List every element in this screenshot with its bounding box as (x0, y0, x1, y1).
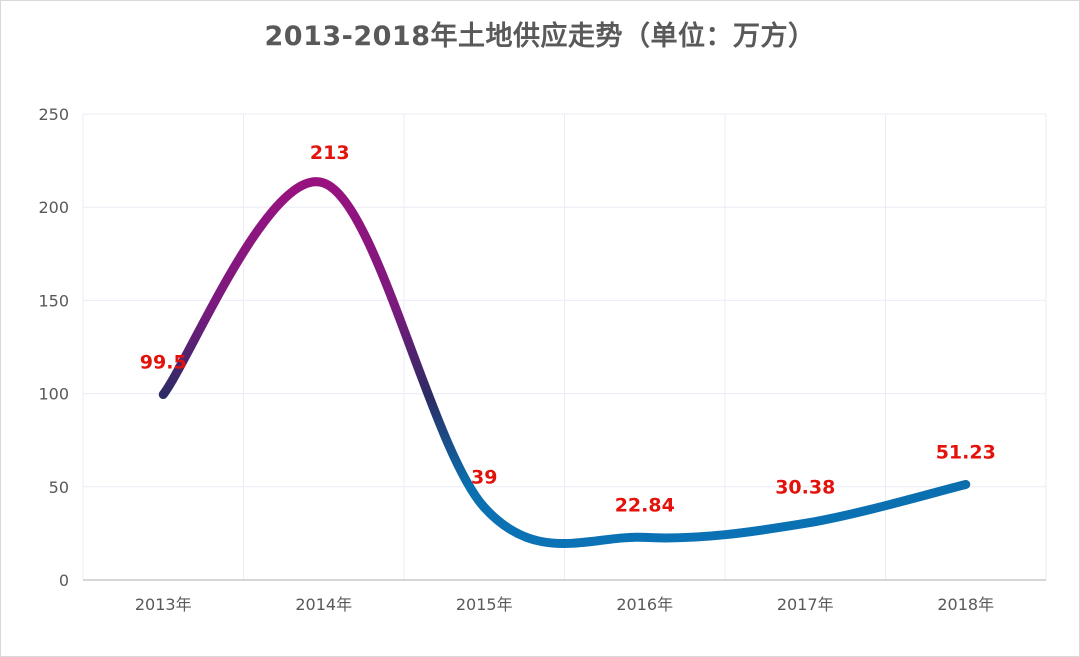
y-tick-label: 50 (49, 478, 69, 497)
x-tick-label: 2013年 (135, 595, 192, 614)
data-point (480, 503, 488, 511)
data-point (320, 179, 328, 187)
y-tick-label: 0 (59, 571, 69, 590)
y-tick-label: 250 (38, 105, 69, 124)
data-label: 213 (310, 142, 350, 164)
x-tick-label: 2014年 (295, 595, 352, 614)
chart-title: 2013-2018年土地供应走势（单位：万方） (264, 21, 816, 52)
y-tick-label: 200 (38, 198, 69, 217)
data-point (801, 519, 809, 527)
y-tick-label: 150 (38, 291, 69, 310)
data-label: 99.5 (140, 352, 187, 374)
data-label: 39 (471, 466, 497, 488)
grid-lines (82, 113, 1047, 580)
series-line (158, 177, 971, 549)
axes: 0 50 100 150 200 250 2013年 2014年 2015年 2016年 2017年… (38, 105, 1046, 614)
data-label: 51.23 (936, 442, 996, 464)
data-point (962, 481, 970, 489)
data-labels: 99.5 213 39 22.84 30.38 51.23 (140, 142, 996, 516)
y-tick-label: 100 (38, 385, 69, 404)
x-tick-label: 2017年 (777, 595, 834, 614)
x-tick-label: 2018年 (937, 595, 994, 614)
x-tick-label: 2016年 (616, 595, 673, 614)
data-label: 22.84 (615, 494, 675, 516)
x-tick-label: 2015年 (456, 595, 513, 614)
data-point (641, 533, 649, 541)
data-label: 30.38 (775, 476, 835, 498)
data-point (159, 391, 167, 399)
series-path (158, 177, 971, 549)
